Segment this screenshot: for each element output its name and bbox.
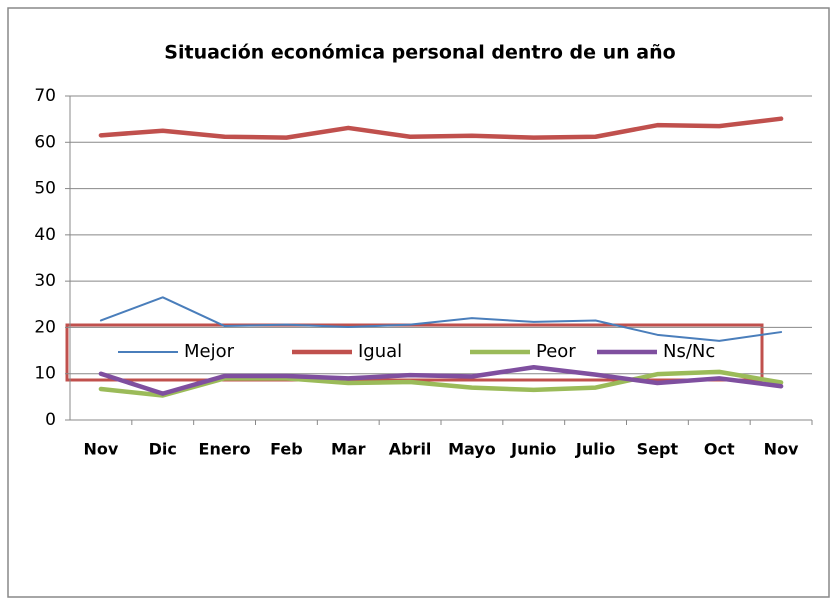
- legend-label: Igual: [358, 341, 402, 362]
- x-tick-label: Mayo: [448, 440, 496, 459]
- series-line: [99, 296, 783, 342]
- x-tick-label: Dic: [149, 440, 177, 459]
- x-tick-label: Julio: [575, 440, 615, 459]
- y-tick-label: 10: [34, 364, 56, 384]
- x-tick-label: Junio: [510, 440, 556, 459]
- x-tick-label: Feb: [270, 440, 303, 459]
- x-tick-label: Sept: [637, 440, 679, 459]
- legend-label: Mejor: [184, 341, 235, 362]
- y-tick-label: 40: [34, 225, 56, 245]
- legend-label: Peor: [536, 341, 576, 362]
- y-tick-label: 60: [34, 132, 56, 152]
- x-tick-label: Nov: [764, 440, 799, 459]
- y-tick-label: 0: [45, 410, 56, 430]
- y-tick-label: 70: [34, 86, 56, 106]
- x-tick-label: Nov: [84, 440, 119, 459]
- legend-label: Ns/Nc: [663, 341, 715, 362]
- x-tick-label: Mar: [331, 440, 366, 459]
- y-tick-label: 30: [34, 271, 56, 291]
- x-tick-label: Abril: [389, 440, 432, 459]
- series-line: [98, 116, 784, 140]
- y-tick-label: 50: [34, 179, 56, 199]
- x-tick-label: Enero: [199, 440, 251, 459]
- series-line: [98, 364, 784, 396]
- chart-title: Situación económica personal dentro de u…: [164, 42, 675, 64]
- chart-frame: [7, 7, 830, 598]
- y-tick-label: 20: [34, 317, 56, 337]
- x-tick-label: Oct: [704, 440, 735, 459]
